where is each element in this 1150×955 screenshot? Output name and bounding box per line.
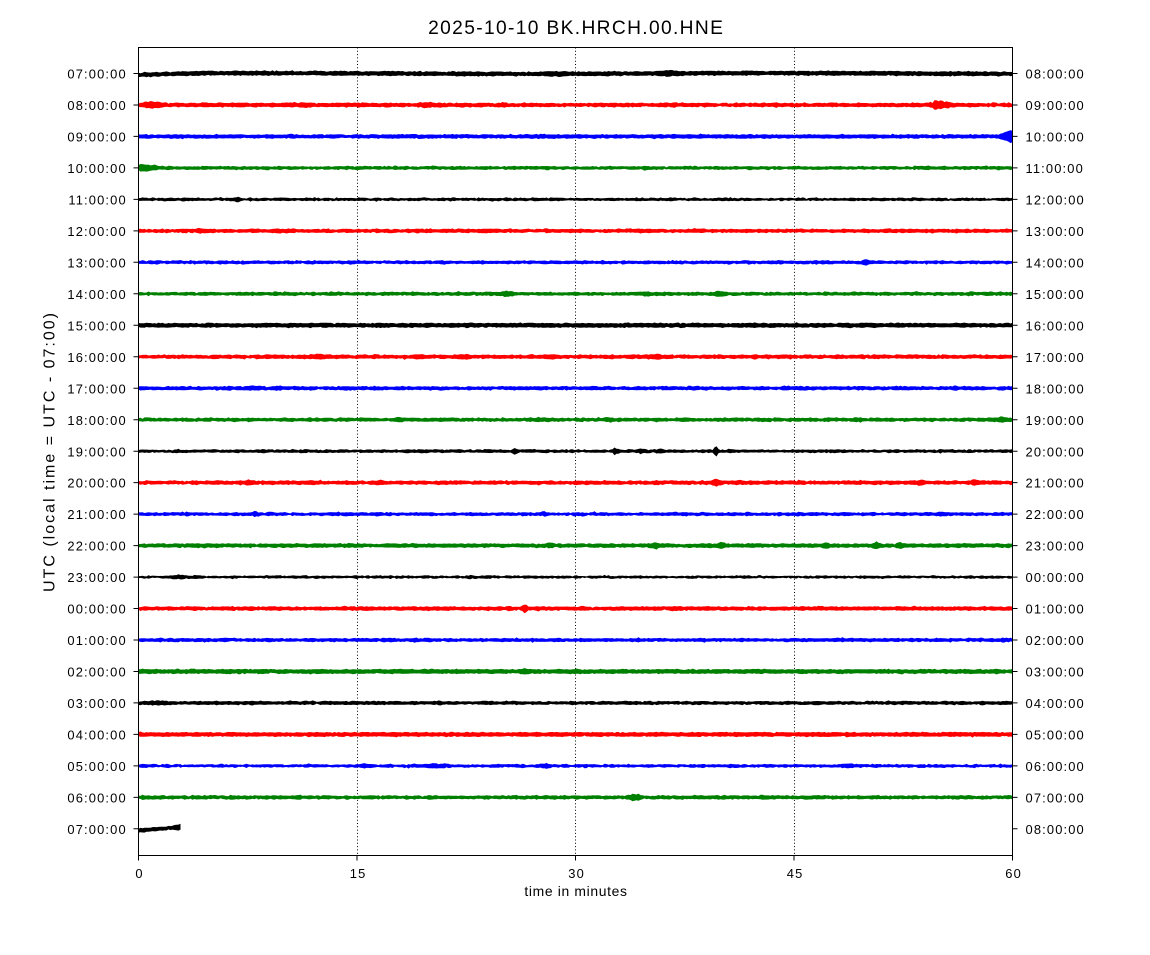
- svg-text:45: 45: [787, 866, 804, 881]
- svg-text:00:00:00: 00:00:00: [67, 602, 126, 617]
- svg-text:04:00:00: 04:00:00: [67, 728, 126, 743]
- svg-text:2025-10-10 BK.HRCH.00.HNE: 2025-10-10 BK.HRCH.00.HNE: [428, 18, 724, 39]
- svg-text:20:00:00: 20:00:00: [1026, 444, 1085, 459]
- svg-text:05:00:00: 05:00:00: [1026, 728, 1085, 743]
- svg-text:10:00:00: 10:00:00: [1026, 130, 1085, 145]
- svg-text:time in minutes: time in minutes: [524, 883, 627, 899]
- svg-text:14:00:00: 14:00:00: [1026, 255, 1085, 270]
- svg-text:06:00:00: 06:00:00: [1026, 759, 1085, 774]
- svg-text:04:00:00: 04:00:00: [1026, 696, 1085, 711]
- svg-text:08:00:00: 08:00:00: [67, 98, 126, 113]
- svg-text:11:00:00: 11:00:00: [1026, 161, 1084, 176]
- svg-text:05:00:00: 05:00:00: [67, 759, 126, 774]
- svg-text:14:00:00: 14:00:00: [67, 287, 126, 302]
- svg-text:12:00:00: 12:00:00: [1026, 193, 1085, 208]
- svg-text:18:00:00: 18:00:00: [67, 413, 126, 428]
- svg-text:17:00:00: 17:00:00: [67, 381, 126, 396]
- svg-text:07:00:00: 07:00:00: [67, 67, 126, 82]
- svg-text:0: 0: [135, 866, 143, 881]
- svg-text:17:00:00: 17:00:00: [1026, 350, 1085, 365]
- svg-text:15: 15: [350, 866, 367, 881]
- svg-text:23:00:00: 23:00:00: [67, 570, 126, 585]
- svg-text:09:00:00: 09:00:00: [67, 130, 126, 145]
- svg-text:16:00:00: 16:00:00: [67, 350, 126, 365]
- svg-text:23:00:00: 23:00:00: [1026, 539, 1085, 554]
- svg-text:03:00:00: 03:00:00: [67, 696, 126, 711]
- svg-text:07:00:00: 07:00:00: [67, 822, 126, 837]
- svg-text:15:00:00: 15:00:00: [67, 318, 126, 333]
- svg-text:11:00:00: 11:00:00: [68, 193, 126, 208]
- svg-text:03:00:00: 03:00:00: [1026, 665, 1085, 680]
- svg-text:30: 30: [568, 866, 585, 881]
- svg-text:19:00:00: 19:00:00: [67, 444, 126, 459]
- svg-text:10:00:00: 10:00:00: [67, 161, 126, 176]
- svg-text:12:00:00: 12:00:00: [67, 224, 126, 239]
- svg-text:02:00:00: 02:00:00: [67, 665, 126, 680]
- svg-text:19:00:00: 19:00:00: [1026, 413, 1085, 428]
- svg-text:21:00:00: 21:00:00: [67, 507, 126, 522]
- svg-text:UTC (local time = UTC - 07:00): UTC (local time = UTC - 07:00): [42, 311, 59, 592]
- svg-text:07:00:00: 07:00:00: [1026, 791, 1085, 806]
- svg-text:13:00:00: 13:00:00: [67, 255, 126, 270]
- svg-text:15:00:00: 15:00:00: [1026, 287, 1085, 302]
- svg-text:20:00:00: 20:00:00: [67, 476, 126, 491]
- svg-text:01:00:00: 01:00:00: [67, 633, 126, 648]
- svg-text:01:00:00: 01:00:00: [1026, 602, 1085, 617]
- svg-text:18:00:00: 18:00:00: [1026, 381, 1085, 396]
- svg-text:08:00:00: 08:00:00: [1026, 822, 1085, 837]
- svg-text:21:00:00: 21:00:00: [1026, 476, 1085, 491]
- svg-text:60: 60: [1005, 866, 1022, 881]
- svg-text:02:00:00: 02:00:00: [1026, 633, 1085, 648]
- svg-text:13:00:00: 13:00:00: [1026, 224, 1085, 239]
- svg-text:16:00:00: 16:00:00: [1026, 318, 1085, 333]
- svg-text:22:00:00: 22:00:00: [67, 539, 126, 554]
- svg-text:08:00:00: 08:00:00: [1026, 67, 1085, 82]
- svg-text:09:00:00: 09:00:00: [1026, 98, 1085, 113]
- svg-text:00:00:00: 00:00:00: [1026, 570, 1085, 585]
- svg-text:22:00:00: 22:00:00: [1026, 507, 1085, 522]
- svg-text:06:00:00: 06:00:00: [67, 791, 126, 806]
